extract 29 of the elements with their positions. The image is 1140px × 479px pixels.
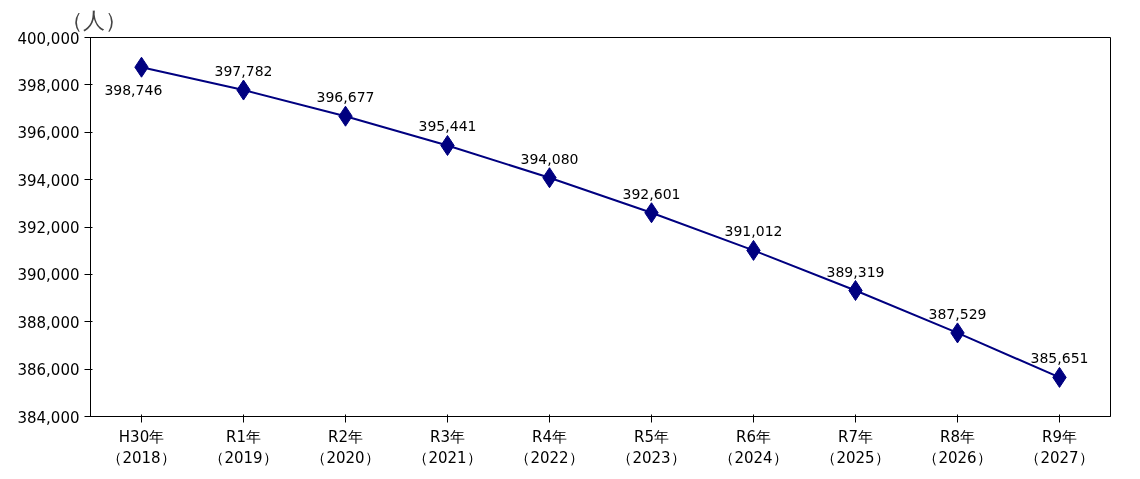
x-tick-label: R1年（2019） [209,427,278,468]
x-tick-label: R7年（2025） [821,427,890,468]
y-tick-label: 390,000 [17,266,80,285]
y-tick-label: 398,000 [17,76,80,95]
x-tick-label: R6年（2024） [719,427,788,468]
x-tick-label: R2年（2020） [311,427,380,468]
data-label: 398,746 [104,82,163,99]
y-tick-label: 384,000 [17,408,80,427]
data-label: 392,601 [622,185,681,202]
y-tick-label: 394,000 [17,171,80,190]
y-tick-label: 396,000 [17,124,80,143]
data-label: 394,080 [520,150,579,167]
data-label: 387,529 [928,305,987,322]
x-tick-label: R3年（2021） [413,427,482,468]
data-label: 391,012 [724,223,783,240]
x-tick-label: R9年（2027） [1025,427,1094,468]
data-label: 396,677 [316,89,375,106]
data-label: 389,319 [826,263,885,280]
y-axis-title: （人） [60,7,127,33]
x-tick-label: H30年（2018） [107,427,176,468]
data-label: 385,651 [1030,350,1089,367]
y-tick-label: 388,000 [17,313,80,332]
y-tick-label: 386,000 [17,361,80,380]
x-tick-label: R8年（2026） [923,427,992,468]
y-tick-label: 392,000 [17,219,80,237]
x-tick-label: R5年（2023） [617,427,686,468]
data-label: 397,782 [214,63,273,80]
data-label: 395,441 [418,118,477,135]
x-tick-label: R4年（2022） [515,427,584,468]
